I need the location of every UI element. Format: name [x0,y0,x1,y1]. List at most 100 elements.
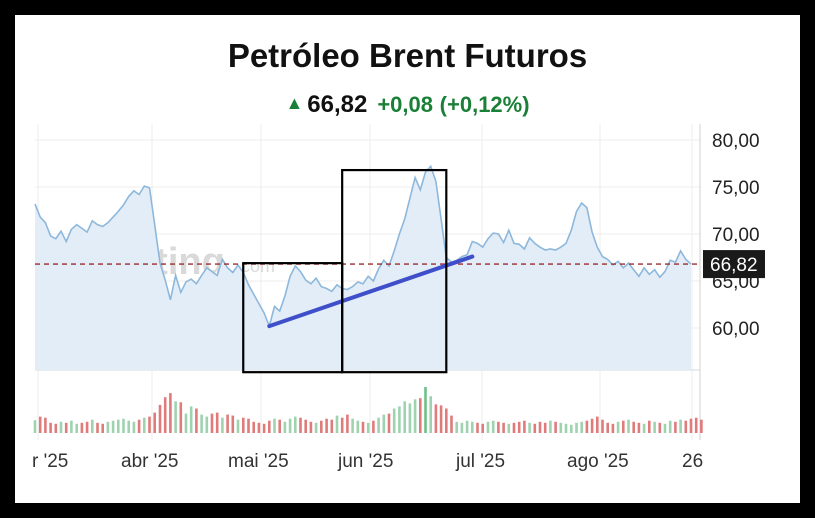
x-axis: r '25 abr '25 mai '25 jun '25 jul '25 ago '25… [32,451,703,472]
volume-bar [601,419,604,433]
volume-bar [471,421,474,433]
volume-bar [179,402,183,433]
volume-bar [314,422,318,433]
volume-bar [247,418,250,433]
volume-bar [622,420,625,433]
volume-bar [679,419,682,433]
volume-bar [564,423,568,433]
volume-bar [392,408,396,433]
volume-bar [658,422,662,433]
volume-bar [450,415,453,433]
volume-bar [434,404,438,433]
volume-bar [273,418,276,433]
x-tick-label: r '25 [32,451,68,472]
volume-bar [632,421,635,433]
volume-bars [33,387,703,433]
volume-bar [143,417,146,433]
volume-bar [137,419,141,433]
x-tick-label: mai '25 [228,451,289,472]
volume-bar [481,423,484,433]
volume-bar [528,422,531,433]
y-tick-label: 70,00 [712,225,760,246]
y-tick-label: 80,00 [712,131,760,152]
price-quote: ▲ 66,82 +0,08 (+0,12%) [15,91,800,119]
volume-bar [304,419,307,433]
price-line [34,164,692,329]
volume-bar [205,416,209,433]
y-tick-label: 75,00 [712,178,760,199]
volume-bar [33,420,37,433]
volume-bar [288,418,292,433]
volume-bar [382,414,386,433]
volume-bar [200,414,203,433]
volume-bar [366,422,370,433]
volume-bar [351,418,354,433]
volume-bar [91,419,94,433]
volume-bar [127,420,130,433]
volume-bar [325,418,328,433]
volume-bar [75,423,78,433]
volume-bar [653,421,656,433]
volume-bar [455,421,458,433]
volume-bar [372,420,375,433]
volume-bar [445,408,448,433]
volume-bar [476,422,479,433]
watermark-suffix: .com [236,256,275,276]
volume-bar [252,421,255,433]
volume-bar [486,421,490,433]
volume-bar [294,416,297,433]
trend-line [267,254,475,329]
volume-bar [96,422,99,433]
volume-bar [268,420,271,433]
volume-bar [377,417,380,433]
volume-bar [242,417,245,433]
volume-bar [533,423,537,433]
volume-bar [231,415,235,433]
volume-bar [642,423,646,433]
volume-bar [309,421,313,433]
volume-bar [70,420,73,433]
volume-bar [549,420,552,433]
volume-bar [299,417,302,433]
volume-bar [49,422,52,433]
volume-bar [575,422,578,433]
x-tick-label: jun '25 [337,451,393,472]
price-change: +0,08 [377,92,433,117]
volume-bar [132,421,136,433]
volume-bar [517,421,521,433]
last-price-box [703,250,765,279]
volume-bar [559,422,563,433]
volume-bar [387,413,391,433]
volume-bar [122,418,125,433]
volume-bar [403,401,406,433]
volume-bar [64,422,68,433]
last-price-marker: 66,82 [703,250,765,279]
volume-bar [502,422,505,433]
volume-bar [184,413,188,433]
volume-bar [570,424,573,433]
volume-bar [356,420,360,433]
volume-bar [700,419,703,433]
last-price: 66,82 [307,91,368,118]
volume-bar [424,387,427,433]
volume-bar [101,423,104,433]
volume-bar [335,415,339,433]
volume-bar [38,416,42,433]
price-area [35,166,691,370]
volume-bar [596,416,599,433]
volume-bar [439,405,443,433]
volume-bar [361,421,365,433]
volume-bar [257,422,261,433]
volume-bar [80,422,84,433]
annotation-box [341,168,448,374]
volume-bar [54,423,58,433]
volume-bar [44,417,47,433]
volume-bar [627,419,630,433]
volume-bar [668,420,672,433]
volume-bar [512,422,516,433]
page-title: Petróleo Brent Futuros [227,37,588,74]
volume-bar [346,414,349,433]
volume-bar [674,421,677,433]
volume-bar [221,417,224,433]
